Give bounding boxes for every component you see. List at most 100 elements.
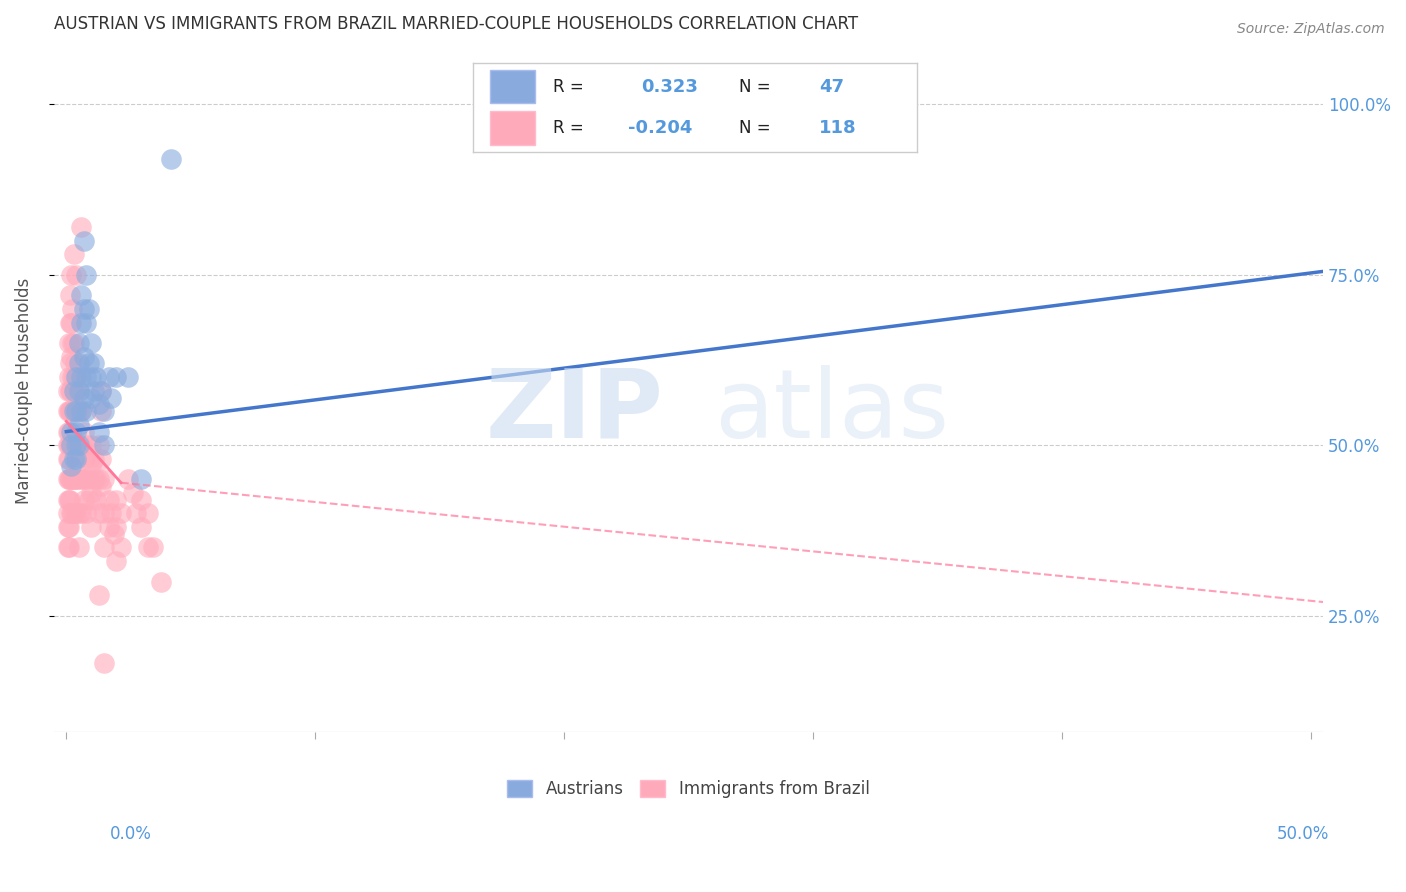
Point xyxy=(65,438,87,452)
Point xyxy=(63,356,86,370)
Point xyxy=(58,404,80,418)
Point xyxy=(84,370,107,384)
Point xyxy=(142,541,165,555)
Point xyxy=(60,438,83,452)
Point xyxy=(59,316,82,330)
Point xyxy=(80,391,103,405)
Point xyxy=(62,507,84,521)
Text: 0.0%: 0.0% xyxy=(110,825,152,843)
Point xyxy=(149,574,172,589)
Text: ZIP: ZIP xyxy=(485,365,664,458)
Point xyxy=(93,657,115,671)
Point xyxy=(62,438,84,452)
Point xyxy=(70,404,93,418)
Point xyxy=(65,370,87,384)
Point xyxy=(65,472,87,486)
Point xyxy=(60,458,83,473)
Point xyxy=(62,247,84,261)
Point xyxy=(138,541,160,555)
Point xyxy=(62,404,84,418)
Point xyxy=(65,404,87,418)
Point xyxy=(87,397,110,411)
Point xyxy=(67,356,90,370)
Point xyxy=(56,472,79,486)
Point xyxy=(70,316,93,330)
Point xyxy=(65,451,87,466)
Point xyxy=(73,234,96,248)
Point xyxy=(105,520,128,534)
Point xyxy=(80,370,103,384)
Point xyxy=(62,370,84,384)
Point xyxy=(83,451,105,466)
Point xyxy=(65,268,87,282)
Point xyxy=(65,438,87,452)
Point xyxy=(90,451,112,466)
Point xyxy=(90,384,112,398)
Point xyxy=(100,391,122,405)
Point xyxy=(59,438,82,452)
Point xyxy=(56,384,79,398)
Point xyxy=(67,541,90,555)
Point xyxy=(63,438,86,452)
Point xyxy=(75,268,97,282)
Point xyxy=(70,288,93,302)
Point xyxy=(93,472,115,486)
Point xyxy=(90,479,112,493)
Point xyxy=(62,370,84,384)
Point xyxy=(83,384,105,398)
Point xyxy=(58,472,80,486)
Text: atlas: atlas xyxy=(714,365,949,458)
Point xyxy=(65,425,87,439)
Point xyxy=(77,301,100,316)
Point xyxy=(67,438,90,452)
Point xyxy=(62,404,84,418)
Point xyxy=(129,492,152,507)
Point xyxy=(73,301,96,316)
Point xyxy=(129,520,152,534)
Point xyxy=(125,507,148,521)
Point xyxy=(83,472,105,486)
Point xyxy=(80,458,103,473)
Point xyxy=(62,335,84,350)
Point xyxy=(117,370,139,384)
Point xyxy=(60,472,83,486)
Point xyxy=(93,404,115,418)
Point xyxy=(58,492,80,507)
Point xyxy=(75,507,97,521)
Point xyxy=(75,370,97,384)
Point xyxy=(73,350,96,364)
Text: AUSTRIAN VS IMMIGRANTS FROM BRAZIL MARRIED-COUPLE HOUSEHOLDS CORRELATION CHART: AUSTRIAN VS IMMIGRANTS FROM BRAZIL MARRI… xyxy=(53,15,858,33)
Point xyxy=(110,541,132,555)
Point xyxy=(90,404,112,418)
Point xyxy=(67,472,90,486)
Point xyxy=(80,335,103,350)
Point xyxy=(73,425,96,439)
Point xyxy=(62,472,84,486)
Point xyxy=(105,554,128,568)
Point xyxy=(87,588,110,602)
Legend: Austrians, Immigrants from Brazil: Austrians, Immigrants from Brazil xyxy=(501,773,876,805)
Point xyxy=(97,370,120,384)
Point xyxy=(73,492,96,507)
Point xyxy=(70,220,93,235)
Point xyxy=(56,438,79,452)
Point xyxy=(80,438,103,452)
Point xyxy=(159,152,181,166)
Point xyxy=(87,507,110,521)
Point xyxy=(75,472,97,486)
Point xyxy=(67,384,90,398)
Point xyxy=(75,316,97,330)
Point xyxy=(129,472,152,486)
Point xyxy=(73,391,96,405)
Point xyxy=(70,370,93,384)
Point xyxy=(97,492,120,507)
Point xyxy=(80,486,103,500)
Point xyxy=(105,370,128,384)
Point xyxy=(60,350,83,364)
Point xyxy=(93,541,115,555)
Y-axis label: Married-couple Households: Married-couple Households xyxy=(15,277,32,504)
Point xyxy=(60,268,83,282)
Point xyxy=(77,356,100,370)
Point xyxy=(75,404,97,418)
Point xyxy=(56,520,79,534)
